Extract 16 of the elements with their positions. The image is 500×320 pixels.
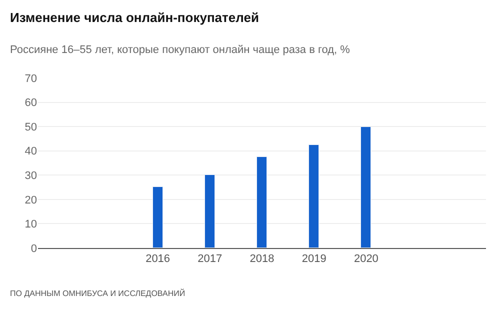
y-tick-label: 20 xyxy=(24,194,37,206)
x-tick-label: 2017 xyxy=(198,253,222,266)
y-tick-label: 40 xyxy=(24,146,37,158)
y-tick-label: 30 xyxy=(24,170,37,182)
x-tick-label: 2019 xyxy=(302,253,326,266)
y-tick-label: 70 xyxy=(24,72,37,85)
text: ПО ДАННЫМ ОМНИБУСА И ИССЛЕДОВАНИЙ xyxy=(10,288,186,298)
y-tick-label: 0 xyxy=(30,242,37,255)
y-tick-label: 50 xyxy=(24,121,37,134)
x-tick-label: 2018 xyxy=(250,253,274,266)
chart-subtitle: Россияне 16–55 лет, которые покупают онлайн чаще раза в год, % xyxy=(10,44,350,56)
y-tick-label: 10 xyxy=(24,218,37,231)
chart-title: Изменение числа онлайн-покупателей xyxy=(10,10,259,25)
y-tick-label: 60 xyxy=(24,97,37,110)
x-tick-label: 2020 xyxy=(354,253,378,266)
x-tick-label: 2016 xyxy=(146,253,170,266)
